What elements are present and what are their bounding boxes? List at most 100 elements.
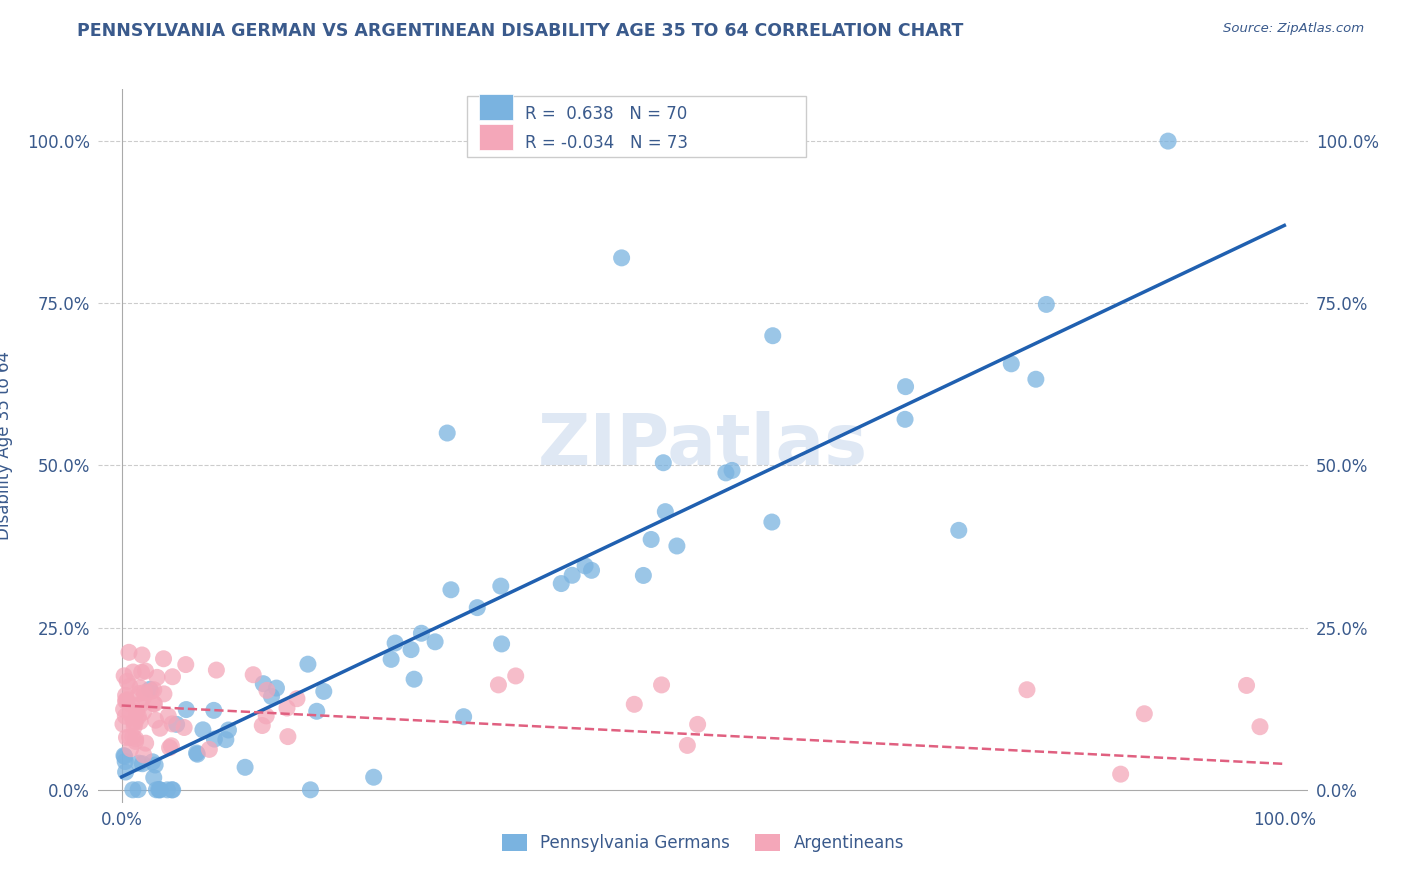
- Point: [114, 689, 136, 703]
- Point: [132, 747, 155, 762]
- Point: [121, 782, 143, 797]
- Point: [561, 568, 583, 582]
- Point: [141, 755, 163, 769]
- Point: [633, 568, 655, 582]
- Point: [131, 756, 153, 771]
- Point: [186, 747, 208, 762]
- Point: [204, 732, 226, 747]
- Point: [488, 678, 510, 692]
- Point: [440, 582, 463, 597]
- Point: [122, 665, 145, 679]
- Point: [651, 678, 673, 692]
- Point: [894, 379, 917, 393]
- Point: [122, 714, 145, 729]
- Point: [129, 714, 152, 729]
- Point: [436, 425, 458, 440]
- Point: [652, 456, 675, 470]
- Point: [581, 563, 603, 577]
- Point: [145, 782, 167, 797]
- Point: [215, 732, 238, 747]
- Point: [1157, 134, 1180, 148]
- Point: [152, 652, 174, 666]
- Point: [1109, 767, 1132, 781]
- Text: PENNSYLVANIA GERMAN VS ARGENTINEAN DISABILITY AGE 35 TO 64 CORRELATION CHART: PENNSYLVANIA GERMAN VS ARGENTINEAN DISAB…: [77, 22, 963, 40]
- Point: [111, 717, 134, 731]
- Point: [120, 707, 142, 722]
- Point: [162, 670, 184, 684]
- Point: [762, 328, 785, 343]
- Point: [399, 642, 422, 657]
- Point: [676, 739, 699, 753]
- Point: [191, 723, 214, 737]
- Point: [118, 679, 141, 693]
- Bar: [479, 94, 513, 120]
- Point: [149, 782, 172, 797]
- Point: [121, 698, 143, 712]
- Point: [157, 709, 180, 723]
- Point: [127, 709, 149, 723]
- Point: [1035, 297, 1057, 311]
- Point: [202, 703, 225, 717]
- Point: [159, 740, 181, 755]
- Point: [149, 721, 172, 735]
- Point: [129, 698, 152, 712]
- Point: [305, 704, 328, 718]
- Point: [118, 645, 141, 659]
- Point: [118, 730, 141, 744]
- Point: [121, 730, 143, 744]
- Point: [404, 672, 426, 686]
- Point: [761, 515, 783, 529]
- Point: [115, 692, 138, 706]
- Point: [363, 770, 385, 784]
- Point: [453, 709, 475, 723]
- Point: [423, 635, 446, 649]
- Point: [299, 782, 322, 797]
- Point: [384, 636, 406, 650]
- Point: [124, 734, 146, 748]
- Point: [380, 652, 402, 666]
- Point: [160, 717, 183, 731]
- Point: [465, 600, 488, 615]
- Point: [139, 682, 162, 697]
- Point: [166, 717, 188, 731]
- Point: [186, 746, 208, 760]
- Legend: Pennsylvania Germans, Argentineans: Pennsylvania Germans, Argentineans: [495, 827, 911, 859]
- Point: [242, 667, 264, 681]
- Point: [610, 251, 633, 265]
- Point: [174, 702, 197, 716]
- Bar: [479, 124, 513, 150]
- Point: [141, 684, 163, 698]
- Point: [640, 533, 662, 547]
- Point: [114, 694, 136, 708]
- Point: [135, 736, 157, 750]
- Point: [198, 742, 221, 756]
- Point: [297, 657, 319, 672]
- Point: [156, 782, 179, 797]
- Point: [894, 412, 917, 426]
- Point: [252, 718, 274, 732]
- Text: R =  0.638   N = 70: R = 0.638 N = 70: [526, 105, 688, 123]
- Point: [721, 463, 744, 477]
- Point: [112, 748, 135, 763]
- Point: [131, 665, 153, 680]
- Point: [143, 697, 166, 711]
- Point: [174, 657, 197, 672]
- Point: [491, 637, 513, 651]
- Point: [160, 739, 183, 753]
- Point: [114, 749, 136, 764]
- Point: [1236, 678, 1258, 692]
- Point: [149, 782, 172, 797]
- Point: [948, 524, 970, 538]
- Point: [112, 702, 135, 716]
- Point: [153, 687, 176, 701]
- Point: [128, 756, 150, 771]
- Point: [124, 731, 146, 746]
- Point: [623, 698, 645, 712]
- Point: [145, 713, 167, 727]
- Text: Source: ZipAtlas.com: Source: ZipAtlas.com: [1223, 22, 1364, 36]
- Point: [1249, 720, 1271, 734]
- Point: [574, 558, 596, 573]
- Point: [148, 782, 170, 797]
- Point: [122, 720, 145, 734]
- Point: [132, 690, 155, 704]
